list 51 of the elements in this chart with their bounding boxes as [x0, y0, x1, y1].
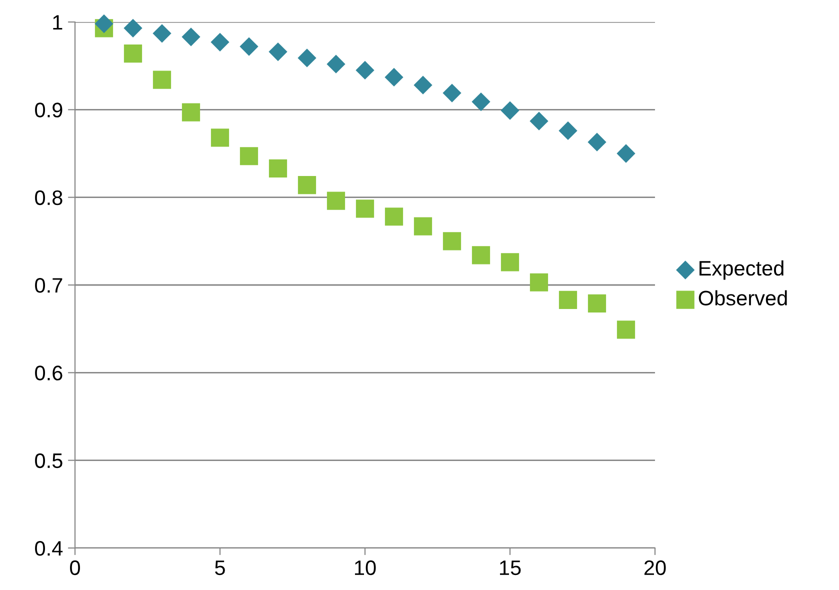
point [384, 68, 404, 87]
point [530, 112, 548, 130]
point [210, 128, 230, 147]
y-tick-label: 0.8 [35, 190, 62, 206]
point [442, 232, 462, 250]
y-tick-label: 0.9 [35, 102, 62, 118]
point [326, 192, 346, 210]
point [240, 37, 258, 56]
point [94, 14, 114, 34]
point [182, 103, 200, 122]
point [268, 159, 288, 178]
y-tick-label: 0.5 [35, 453, 62, 468]
point [414, 76, 432, 94]
y-tick-label: 0.6 [35, 366, 62, 380]
point [356, 200, 374, 218]
point [558, 121, 578, 140]
point [298, 48, 316, 68]
point [472, 246, 490, 264]
point [210, 32, 230, 52]
point [472, 92, 490, 112]
point [124, 44, 142, 63]
point [268, 42, 288, 62]
point [558, 290, 578, 309]
x-tick-label: 5 [215, 560, 225, 576]
x-tick-label: 20 [644, 560, 666, 576]
legend-label: Expected [700, 260, 784, 280]
point [616, 320, 636, 339]
point [326, 54, 346, 74]
point [414, 217, 432, 236]
point [182, 28, 200, 46]
point [384, 208, 404, 226]
point [356, 60, 374, 80]
point [152, 24, 172, 43]
point [124, 18, 142, 38]
x-tick-label: 10 [355, 560, 376, 576]
point [240, 147, 258, 166]
point [500, 253, 520, 272]
point [616, 144, 636, 163]
y-tick-label: 1 [53, 15, 62, 30]
point [588, 132, 606, 152]
point [442, 84, 462, 102]
legend-label: Observed [698, 290, 787, 306]
point [298, 176, 316, 194]
point [530, 273, 548, 292]
y-tick-label: 0.4 [35, 541, 63, 556]
point [588, 294, 606, 312]
point [152, 70, 172, 89]
y-tick-label: 0.7 [35, 278, 62, 293]
x-tick-label: 0 [70, 560, 80, 576]
point [500, 101, 520, 120]
x-tick-label: 15 [500, 560, 521, 576]
